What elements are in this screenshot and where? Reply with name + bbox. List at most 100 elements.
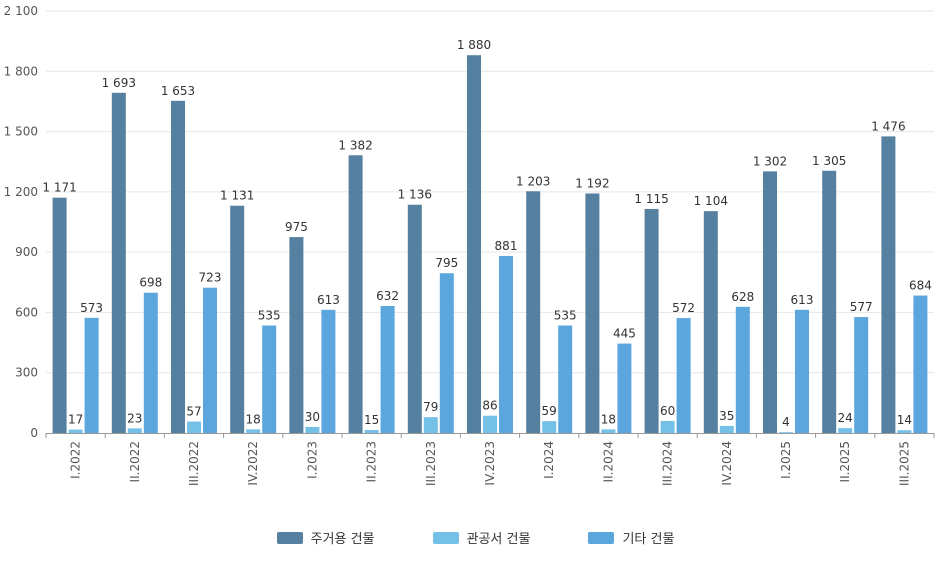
bar-value-label: 577 — [850, 300, 873, 314]
y-tick-label: 1 200 — [4, 185, 38, 199]
bar[interactable] — [111, 92, 126, 433]
bar-value-label: 18 — [246, 412, 261, 426]
bar[interactable] — [84, 317, 99, 433]
bar-value-label: 60 — [660, 404, 675, 418]
bar[interactable] — [854, 317, 869, 433]
bar-value-label: 14 — [897, 413, 912, 427]
bar[interactable] — [143, 292, 158, 433]
x-tick-label: II.2024 — [601, 441, 615, 482]
bar[interactable] — [601, 429, 616, 433]
bar-value-label: 18 — [601, 412, 616, 426]
bar-value-label: 17 — [68, 413, 83, 427]
bar[interactable] — [526, 191, 541, 433]
bar-value-label: 684 — [909, 279, 932, 293]
bar[interactable] — [348, 155, 363, 433]
bar-value-label: 632 — [376, 289, 399, 303]
bar-value-label: 613 — [791, 293, 814, 307]
x-tick-label: III.2022 — [187, 441, 201, 486]
bar-value-label: 1 476 — [871, 119, 905, 133]
bar[interactable] — [52, 197, 67, 433]
bar[interactable] — [676, 318, 691, 433]
bar-value-label: 573 — [80, 301, 103, 315]
bar[interactable] — [321, 309, 336, 433]
bar[interactable] — [735, 306, 750, 433]
legend-item-other[interactable]: 기타 건물 — [588, 528, 674, 547]
y-tick-label: 0 — [30, 426, 38, 440]
bar[interactable] — [881, 136, 896, 433]
bar[interactable] — [467, 55, 481, 433]
bar-value-label: 86 — [482, 399, 497, 413]
bars: 1 171 17 573 1 693 23 698 1 653 57 723 1 131 18 535… — [42, 38, 932, 434]
x-tick-label: II.2025 — [838, 441, 852, 482]
bar-value-label: 1 171 — [42, 181, 76, 195]
bar[interactable] — [558, 325, 573, 433]
bar[interactable] — [585, 193, 600, 433]
bar[interactable] — [187, 421, 201, 433]
legend: 주거용 건물 관공서 건물 기타 건물 — [0, 528, 951, 547]
bar[interactable] — [660, 420, 675, 433]
bar[interactable] — [364, 429, 379, 433]
bar[interactable] — [423, 417, 438, 433]
bar[interactable] — [289, 237, 304, 433]
bar[interactable] — [795, 309, 809, 433]
bar-value-label: 1 693 — [102, 76, 136, 90]
bar[interactable] — [203, 287, 217, 433]
bar[interactable] — [230, 205, 245, 433]
bar[interactable] — [703, 211, 718, 433]
legend-swatch-government — [432, 531, 459, 544]
bar[interactable] — [305, 426, 320, 433]
x-tick-label: I.2023 — [305, 441, 319, 479]
bar[interactable] — [407, 204, 422, 433]
bar-value-label: 1 382 — [338, 138, 372, 152]
bar-value-label: 1 302 — [753, 154, 787, 168]
bar-value-label: 79 — [423, 400, 438, 414]
bar[interactable] — [644, 208, 659, 433]
bar[interactable] — [127, 428, 142, 433]
x-axis: I.2022 II.2022 III.2022 IV.2022 I.2023 II.202… — [45, 433, 935, 486]
bar[interactable] — [719, 425, 734, 433]
y-tick-label: 1 800 — [4, 64, 38, 78]
grid-lines — [46, 10, 934, 374]
bar-value-label: 613 — [317, 293, 340, 307]
legend-label-other: 기타 건물 — [622, 532, 675, 547]
legend-swatch-residential — [276, 531, 303, 544]
bar[interactable] — [617, 343, 632, 433]
bar-value-label: 698 — [139, 276, 162, 290]
x-tick-label: II.2023 — [365, 441, 379, 482]
bar-value-label: 975 — [285, 220, 308, 234]
bar[interactable] — [822, 170, 837, 433]
legend-item-residential[interactable]: 주거용 건물 — [276, 528, 375, 547]
bar-value-label: 628 — [731, 290, 754, 304]
bar[interactable] — [763, 171, 777, 434]
bar[interactable] — [779, 432, 793, 433]
bar[interactable] — [542, 421, 557, 433]
x-tick-label: II.2022 — [128, 441, 142, 482]
legend-label-residential: 주거용 건물 — [310, 532, 375, 547]
bar[interactable] — [897, 430, 912, 433]
bar-value-label: 4 — [782, 415, 790, 429]
bar[interactable] — [913, 295, 928, 433]
bar-value-label: 15 — [364, 413, 379, 427]
bar[interactable] — [68, 429, 83, 433]
bar[interactable] — [483, 415, 497, 433]
y-tick-label: 900 — [15, 245, 38, 259]
bar[interactable] — [171, 100, 185, 433]
bar-value-label: 1 653 — [161, 84, 195, 98]
bar-value-label: 881 — [495, 239, 518, 253]
bar[interactable] — [838, 428, 853, 433]
bar[interactable] — [499, 255, 513, 433]
y-tick-label: 2 100 — [4, 4, 38, 18]
y-tick-label: 300 — [15, 366, 38, 380]
bar-value-label: 535 — [258, 308, 281, 322]
x-tick-label: I.2024 — [542, 441, 556, 479]
bar-value-label: 1 115 — [634, 192, 668, 206]
bar[interactable] — [380, 305, 395, 433]
legend-item-government[interactable]: 관공서 건물 — [432, 528, 530, 547]
bar[interactable] — [262, 325, 277, 433]
bar[interactable] — [439, 273, 454, 433]
bar-value-label: 1 136 — [398, 188, 432, 202]
bar-value-label: 795 — [435, 256, 458, 270]
x-tick-label: III.2023 — [424, 441, 438, 486]
bar[interactable] — [246, 429, 261, 433]
